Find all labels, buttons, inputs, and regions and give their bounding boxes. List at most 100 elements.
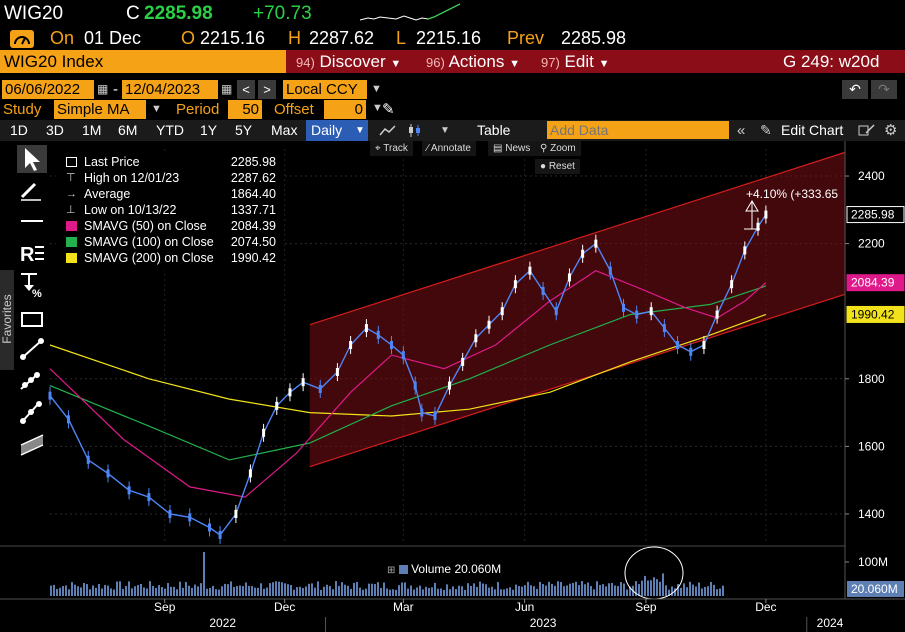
period-5y[interactable]: 5Y (235, 122, 253, 138)
percent-change-annotation[interactable]: +4.10% (+333.65 (744, 187, 838, 230)
start-date-field[interactable]: 06/06/2022 (2, 80, 94, 99)
volume-bar (77, 586, 79, 596)
pencil-icon[interactable]: ✎ (382, 101, 395, 118)
y-tick-label: 2400 (858, 169, 885, 183)
caret-down-icon[interactable]: ▼ (440, 125, 450, 136)
price-candle-body (106, 469, 110, 478)
collapse-icon[interactable]: « (737, 122, 746, 139)
gear-icon[interactable]: ⚙ (884, 122, 898, 139)
regression-tool[interactable]: R (17, 239, 47, 267)
study-type-select[interactable]: Simple MA (54, 100, 146, 119)
volume-label-box[interactable]: ⊞ Volume 20.060M (385, 562, 504, 576)
edit-chart-button[interactable]: Edit Chart (781, 122, 844, 138)
price-candle-body (622, 303, 626, 312)
reset-button[interactable]: ● Reset (535, 159, 580, 174)
volume-bar (569, 583, 571, 596)
sma-series-line[interactable] (49, 270, 767, 498)
caret-down-icon[interactable]: ▼ (372, 102, 383, 114)
price-candle-body (676, 341, 680, 349)
channel-icon (20, 372, 40, 390)
pen-tool[interactable] (17, 177, 47, 205)
news-button[interactable]: ▤ News (488, 141, 536, 156)
price-candle-body (447, 381, 451, 390)
volume-bar (179, 581, 181, 596)
volume-bar (317, 581, 319, 596)
volume-bar (395, 589, 397, 596)
frequency-select[interactable]: Daily ▼ (306, 120, 368, 141)
legend-label: SMAVG (50) on Close (84, 219, 207, 233)
annotate-button[interactable]: ∕ Annotate (422, 141, 476, 156)
volume-bar (431, 587, 433, 596)
speedometer-icon[interactable] (10, 30, 34, 48)
trend-channel-lower[interactable] (309, 293, 846, 468)
volume-bar (245, 582, 247, 596)
offset-input[interactable]: 0 (324, 100, 366, 119)
calendar-icon[interactable]: ▦ (97, 82, 109, 96)
chart-legend[interactable]: Last Price 2285.98 ⊤ High on 12/01/23 2287.6… (56, 152, 282, 270)
period-6m[interactable]: 6M (118, 122, 138, 138)
rectangle-tool[interactable] (17, 305, 47, 333)
calendar-icon[interactable]: ▦ (221, 82, 233, 96)
trendline-tool[interactable] (17, 335, 47, 363)
volume-bar (98, 583, 100, 596)
y-tick-label: 1400 (858, 507, 885, 521)
fibonacci-tool[interactable] (17, 399, 47, 427)
period-max[interactable]: Max (271, 122, 298, 138)
rescale-icon[interactable] (858, 123, 876, 138)
candlestick-icon[interactable] (405, 123, 425, 138)
volume-bar (200, 583, 202, 596)
volume-bar (257, 587, 259, 596)
actions-menu[interactable]: 96) Actions ▼ (426, 50, 520, 73)
horizontal-line-tool[interactable] (17, 207, 47, 235)
volume-bar (218, 589, 220, 596)
ticker-symbol[interactable]: WIG20 (4, 3, 64, 24)
redo-icon[interactable]: ↷ (871, 80, 897, 99)
zoom-button[interactable]: ⚲ Zoom (535, 141, 581, 156)
sma-series-line[interactable] (49, 313, 767, 417)
period-1y[interactable]: 1Y (200, 122, 218, 138)
edit-menu[interactable]: 97) Edit ▼ (541, 50, 609, 73)
favorites-tab[interactable]: Favorites (0, 270, 14, 370)
table-button[interactable]: Table (477, 122, 511, 138)
price-chart[interactable]: +4.10% (+333.65 2400 2200 1800 1600 1400 2285… (0, 141, 905, 632)
legend-row[interactable]: Last Price 2285.98 (56, 154, 282, 170)
legend-row[interactable]: SMAVG (100) on Close 2074.50 (56, 234, 282, 250)
discover-menu[interactable]: 94) Discover ▼ (296, 50, 401, 73)
line-chart-icon[interactable] (378, 123, 398, 138)
parallel-channel-tool[interactable] (17, 431, 47, 459)
legend-row[interactable]: SMAVG (50) on Close 2084.39 (56, 218, 282, 234)
legend-row[interactable]: ⊥ Low on 10/13/22 1337.71 (56, 202, 282, 218)
channel-tool[interactable] (17, 367, 47, 395)
caret-down-icon[interactable]: ▼ (151, 103, 162, 115)
percent-change-tool[interactable]: % (17, 271, 47, 300)
period-input[interactable]: 50 (228, 100, 262, 119)
volume-bar (83, 582, 85, 596)
legend-row[interactable]: → Average 1864.40 (56, 186, 282, 202)
period-ytd[interactable]: YTD (156, 122, 184, 138)
pencil-icon[interactable]: ✎ (760, 122, 772, 138)
pointer-tool[interactable] (17, 145, 47, 173)
undo-icon[interactable]: ↶ (842, 80, 868, 99)
legend-row[interactable]: SMAVG (200) on Close 1990.42 (56, 250, 282, 266)
volume-bar (197, 586, 199, 596)
caret-down-icon[interactable]: ▼ (371, 83, 382, 95)
trend-channel-upper[interactable] (309, 151, 846, 326)
price-candle-body (689, 347, 693, 356)
chart-area[interactable]: +4.10% (+333.65 2400 2200 1800 1600 1400 2285… (0, 141, 905, 632)
volume-bar (173, 586, 175, 596)
offset-label: Offset (274, 101, 314, 118)
add-data-input[interactable] (547, 121, 729, 139)
back-arrow-button[interactable]: < (237, 80, 255, 99)
forward-arrow-button[interactable]: > (258, 80, 276, 99)
track-button[interactable]: ⌖ Track (370, 141, 413, 156)
currency-select[interactable]: Local CCY (283, 80, 367, 99)
high-marker-icon: ⊤ (66, 172, 76, 184)
period-1m[interactable]: 1M (82, 122, 102, 138)
period-3d[interactable]: 3D (46, 122, 64, 138)
security-title-box[interactable]: WIG20 Index (0, 50, 286, 73)
period-1d[interactable]: 1D (10, 122, 28, 138)
volume-tag-label: 20.060M (851, 582, 898, 596)
legend-row[interactable]: ⊤ High on 12/01/23 2287.62 (56, 170, 282, 186)
sma-series-line[interactable] (49, 285, 767, 461)
end-date-field[interactable]: 12/04/2023 (122, 80, 218, 99)
